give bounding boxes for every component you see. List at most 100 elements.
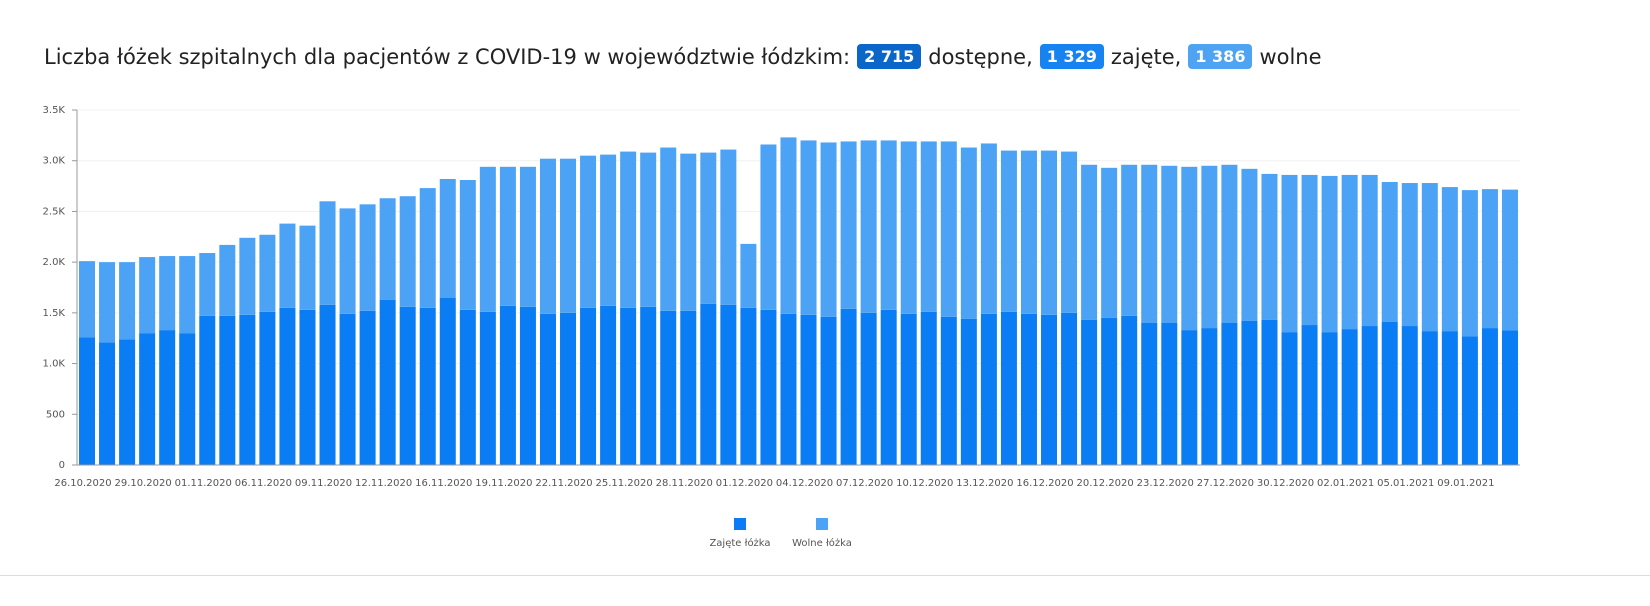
- legend-label: Zajęte łóżka: [709, 537, 770, 549]
- bar: [1281, 174, 1298, 333]
- bar: [499, 166, 516, 306]
- bar: [840, 308, 857, 465]
- y-tick-label: 1.0K: [43, 359, 66, 370]
- bar: [720, 304, 737, 465]
- bar: [920, 141, 937, 312]
- x-tick-label: 01.12.2020: [716, 478, 773, 489]
- bar: [820, 142, 837, 317]
- bar: [339, 208, 356, 314]
- bar: [1041, 314, 1058, 465]
- bar: [860, 312, 877, 465]
- bar: [640, 152, 657, 307]
- bar: [580, 307, 597, 465]
- x-tick-label: 22.11.2020: [535, 478, 592, 489]
- bar: [239, 314, 256, 465]
- bar: [1020, 313, 1037, 465]
- x-tick-label: 06.11.2020: [235, 478, 292, 489]
- bar: [199, 253, 216, 316]
- x-tick-label: 12.11.2020: [355, 478, 412, 489]
- bar: [1221, 164, 1238, 323]
- bar: [1081, 319, 1098, 465]
- bar: [1361, 326, 1378, 465]
- x-tick-label: 16.12.2020: [1016, 478, 1073, 489]
- badge: 2 715: [857, 44, 922, 69]
- y-tick-label: 0: [59, 460, 65, 471]
- x-tick-label: 19.11.2020: [475, 478, 532, 489]
- bar: [499, 305, 516, 465]
- bar: [299, 225, 316, 310]
- bar: [1000, 150, 1017, 312]
- bar: [1201, 165, 1218, 329]
- x-tick-label: 23.12.2020: [1137, 478, 1194, 489]
- bar: [980, 143, 997, 314]
- bar: [1341, 174, 1358, 330]
- bar: [159, 256, 176, 331]
- bar: [1041, 150, 1058, 315]
- x-tick-label: 20.12.2020: [1077, 478, 1134, 489]
- bar: [760, 309, 777, 465]
- bar: [239, 237, 256, 315]
- bar: [99, 262, 116, 343]
- bar: [940, 316, 957, 465]
- bar: [780, 137, 797, 314]
- bar: [1121, 315, 1138, 465]
- bar: [1181, 166, 1198, 331]
- bar: [1461, 336, 1478, 465]
- bar: [800, 314, 817, 465]
- bar: [1081, 164, 1098, 320]
- bar: [399, 196, 416, 307]
- x-tick-label: 28.11.2020: [656, 478, 713, 489]
- bar: [319, 201, 336, 305]
- bar: [920, 311, 937, 465]
- x-tick-label: 13.12.2020: [956, 478, 1013, 489]
- bar: [539, 313, 556, 465]
- bar: [1481, 189, 1498, 329]
- bar: [980, 313, 997, 465]
- bar: [740, 243, 757, 308]
- bar: [1261, 173, 1278, 320]
- bar: [1061, 151, 1078, 313]
- bar: [219, 244, 236, 316]
- legend-swatch: [816, 518, 828, 530]
- bar: [700, 152, 717, 304]
- bar: [1201, 328, 1218, 465]
- bar: [479, 311, 496, 465]
- x-tick-label: 09.11.2020: [295, 478, 352, 489]
- bar: [119, 262, 136, 340]
- x-tick-label: 27.12.2020: [1197, 478, 1254, 489]
- bar: [860, 140, 877, 313]
- bar: [259, 234, 276, 312]
- bar: [580, 155, 597, 308]
- bar: [1241, 320, 1258, 465]
- bar: [1381, 321, 1398, 465]
- bar: [880, 140, 897, 310]
- bar: [1361, 174, 1378, 327]
- bar: [1121, 164, 1138, 316]
- bar: [760, 144, 777, 310]
- bar: [379, 299, 396, 465]
- bar: [399, 306, 416, 465]
- bar: [279, 307, 296, 465]
- bar: [519, 306, 536, 465]
- x-tick-label: 01.11.2020: [175, 478, 232, 489]
- bar: [139, 257, 156, 334]
- bar: [159, 330, 176, 465]
- bar: [1141, 323, 1158, 465]
- bar: [1281, 332, 1298, 465]
- bar: [1261, 319, 1278, 465]
- bar: [960, 318, 977, 465]
- bar: [1161, 165, 1178, 323]
- bar: [1161, 323, 1178, 465]
- title-text: Liczba łóżek szpitalnych dla pacjentów z…: [44, 44, 851, 69]
- badge-caption: zajęte,: [1110, 44, 1182, 69]
- bar: [1481, 328, 1498, 465]
- bar: [1381, 182, 1398, 322]
- bar: [840, 141, 857, 309]
- bar: [1421, 331, 1438, 465]
- bar: [299, 309, 316, 465]
- bar: [459, 309, 476, 465]
- bar: [1241, 168, 1258, 321]
- bar: [1061, 312, 1078, 465]
- bar: [1401, 326, 1418, 465]
